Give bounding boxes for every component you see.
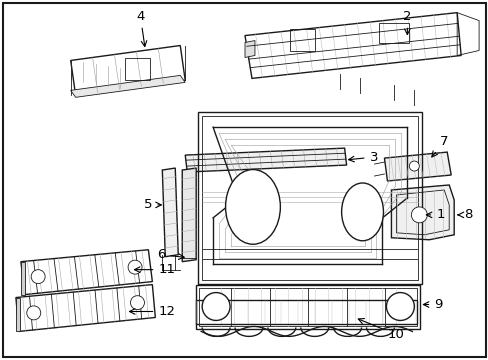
Polygon shape <box>162 168 178 257</box>
Polygon shape <box>244 41 254 58</box>
Polygon shape <box>390 185 453 240</box>
Circle shape <box>410 207 427 223</box>
Text: 8: 8 <box>457 208 471 221</box>
Polygon shape <box>384 152 450 181</box>
Text: 7: 7 <box>431 135 447 157</box>
Circle shape <box>130 296 144 310</box>
Text: 6: 6 <box>157 248 184 261</box>
Text: 4: 4 <box>136 10 146 46</box>
Circle shape <box>31 270 45 284</box>
Ellipse shape <box>225 170 280 244</box>
Circle shape <box>202 293 229 320</box>
Circle shape <box>386 293 413 320</box>
Text: 9: 9 <box>423 298 442 311</box>
Circle shape <box>408 161 419 171</box>
Polygon shape <box>71 75 185 97</box>
Polygon shape <box>185 148 346 172</box>
Polygon shape <box>16 298 20 332</box>
Polygon shape <box>16 285 155 332</box>
Text: 3: 3 <box>348 150 377 163</box>
Text: 10: 10 <box>358 319 404 341</box>
Text: 1: 1 <box>426 208 444 221</box>
Ellipse shape <box>341 183 383 241</box>
Text: 12: 12 <box>129 305 175 318</box>
Polygon shape <box>244 13 460 78</box>
Circle shape <box>128 260 142 274</box>
Polygon shape <box>182 168 196 262</box>
Polygon shape <box>21 262 25 294</box>
Text: 5: 5 <box>143 198 161 211</box>
Polygon shape <box>21 250 152 294</box>
Text: 2: 2 <box>402 10 411 35</box>
Text: 11: 11 <box>134 263 175 276</box>
Circle shape <box>27 306 41 320</box>
